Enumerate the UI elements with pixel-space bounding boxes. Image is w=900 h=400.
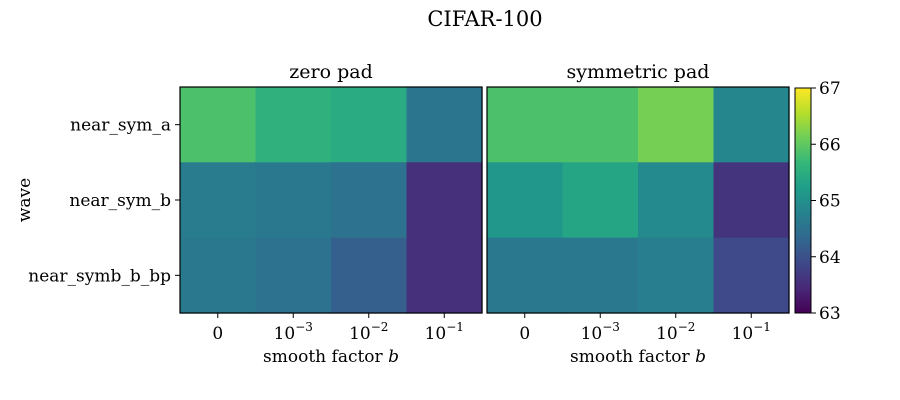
x-axis-label-symmetric-pad: smooth factor b <box>570 347 706 367</box>
heatmap-symmetric-pad: symmetric pad 0 10−3 10−2 10−1 smooth facto… <box>486 61 790 367</box>
y-tick-label: near_symb_b_bp <box>28 266 171 286</box>
heatmap-cell <box>562 162 639 239</box>
panel-title-zero-pad: zero pad <box>289 61 372 83</box>
plot-frame-symmetric-pad <box>486 86 790 314</box>
heatmap-cell <box>638 87 715 163</box>
x-tick-label: 10−2 <box>349 320 388 344</box>
x-tick-label: 10−1 <box>732 320 771 344</box>
x-tick-label: 10−2 <box>656 320 695 344</box>
colorbar-tick-label: 64 <box>819 248 841 268</box>
heatmap-cell <box>406 237 483 314</box>
cells-zero-pad <box>180 87 483 314</box>
colorbar-tick-label: 63 <box>819 304 841 324</box>
colorbar-tick-label: 65 <box>819 192 841 212</box>
heatmap-cell <box>638 162 715 239</box>
x-ticks-symmetric-pad: 0 10−3 10−2 10−1 <box>519 313 771 344</box>
heatmap-cell <box>562 237 639 314</box>
x-tick-label: 0 <box>212 324 223 344</box>
heatmap-cell <box>255 162 332 239</box>
heatmap-cell <box>255 87 332 163</box>
heatmap-cell <box>180 237 257 314</box>
x-tick-label: 10−1 <box>425 320 464 344</box>
heatmap-cell <box>713 87 790 163</box>
heatmap-cell <box>180 87 257 163</box>
colorbar-gradient <box>795 88 811 313</box>
y-ticks-zero-pad: near_sym_a near_sym_b near_symb_b_bp <box>28 116 180 286</box>
colorbar: 63 64 65 66 67 <box>794 79 841 324</box>
heatmap-cell <box>487 237 564 314</box>
x-tick-label: 10−3 <box>274 320 313 344</box>
heatmap-cell <box>406 162 483 239</box>
x-axis-label-zero-pad: smooth factor b <box>263 347 399 367</box>
panel-title-symmetric-pad: symmetric pad <box>567 61 710 83</box>
heatmap-cell <box>180 162 257 239</box>
heatmap-cell <box>331 237 408 314</box>
colorbar-ticks: 63 64 65 66 67 <box>811 79 841 324</box>
y-axis-label: wave <box>15 178 35 222</box>
x-tick-label: 0 <box>519 324 530 344</box>
heatmap-cell <box>487 162 564 239</box>
heatmap-cell <box>638 237 715 314</box>
x-tick-label: 10−3 <box>581 320 620 344</box>
y-tick-label: near_sym_a <box>70 116 171 136</box>
heatmap-cell <box>331 162 408 239</box>
heatmap-zero-pad: zero pad 0 10−3 10−2 10−1 near_sym_anear_sy… <box>28 61 483 367</box>
heatmap-cell <box>713 237 790 314</box>
x-ticks-zero-pad: 0 10−3 10−2 10−1 <box>212 313 464 344</box>
heatmap-cell <box>487 87 564 163</box>
heatmap-cell <box>331 87 408 163</box>
y-tick-label: near_sym_b <box>69 191 171 211</box>
heatmap-cell <box>255 237 332 314</box>
figure-title: CIFAR-100 <box>427 7 542 31</box>
heatmap-cell <box>562 87 639 163</box>
colorbar-tick-label: 67 <box>819 79 841 99</box>
cells-symmetric-pad <box>487 87 790 314</box>
colorbar-tick-label: 66 <box>819 135 841 155</box>
heatmap-cell <box>406 87 483 163</box>
heatmap-cell <box>713 162 790 239</box>
